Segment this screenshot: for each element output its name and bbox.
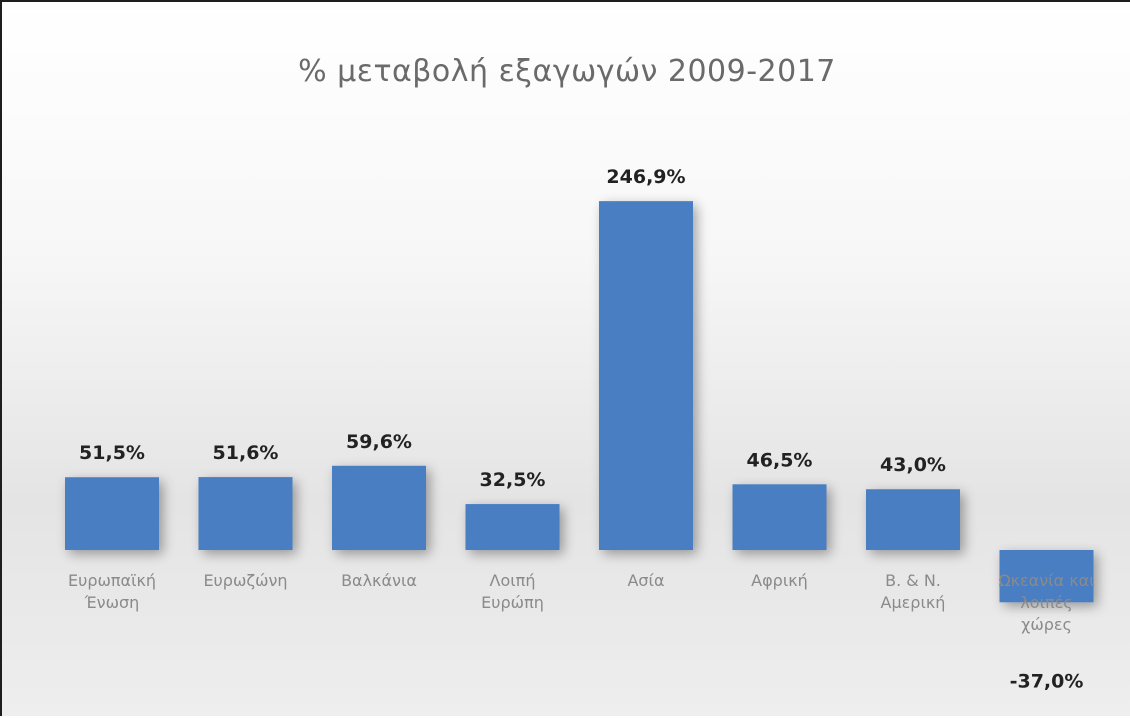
- chart-title: % μεταβολή εξαγωγών 2009-2017: [298, 54, 836, 89]
- bar-3: [332, 465, 426, 550]
- data-label-2: 51,6%: [213, 442, 279, 464]
- bar-7: [866, 489, 960, 550]
- data-label-3: 59,6%: [346, 431, 412, 453]
- bar-4: [465, 504, 560, 550]
- category-label-3: Βαλκάνια: [341, 571, 417, 590]
- category-label-1: Ευρωπαϊκή Ένωση: [68, 571, 156, 612]
- bar-2: [198, 477, 293, 550]
- bar-5: [599, 201, 693, 550]
- data-label-7: 43,0%: [880, 454, 946, 476]
- category-label-5: Ασία: [627, 571, 664, 590]
- data-label-1: 51,5%: [79, 442, 145, 464]
- category-label-6: Αφρική: [751, 571, 808, 590]
- bar-8: [999, 550, 1094, 603]
- bar-1: [65, 477, 159, 550]
- category-label-2: Ευρωζώνη: [203, 571, 287, 590]
- data-label-4: 32,5%: [480, 469, 546, 491]
- bar-6: [732, 484, 827, 550]
- data-label-6: 46,5%: [747, 449, 813, 471]
- category-label-8: Ωκεανία και λοιπές χώρες: [998, 571, 1094, 634]
- category-label-4: Λοιπή Ευρώπη: [481, 571, 544, 612]
- category-label-7: Β. & Ν. Αμερική: [881, 571, 946, 612]
- data-label-8: -37,0%: [1010, 670, 1084, 692]
- data-label-5: 246,9%: [606, 166, 685, 188]
